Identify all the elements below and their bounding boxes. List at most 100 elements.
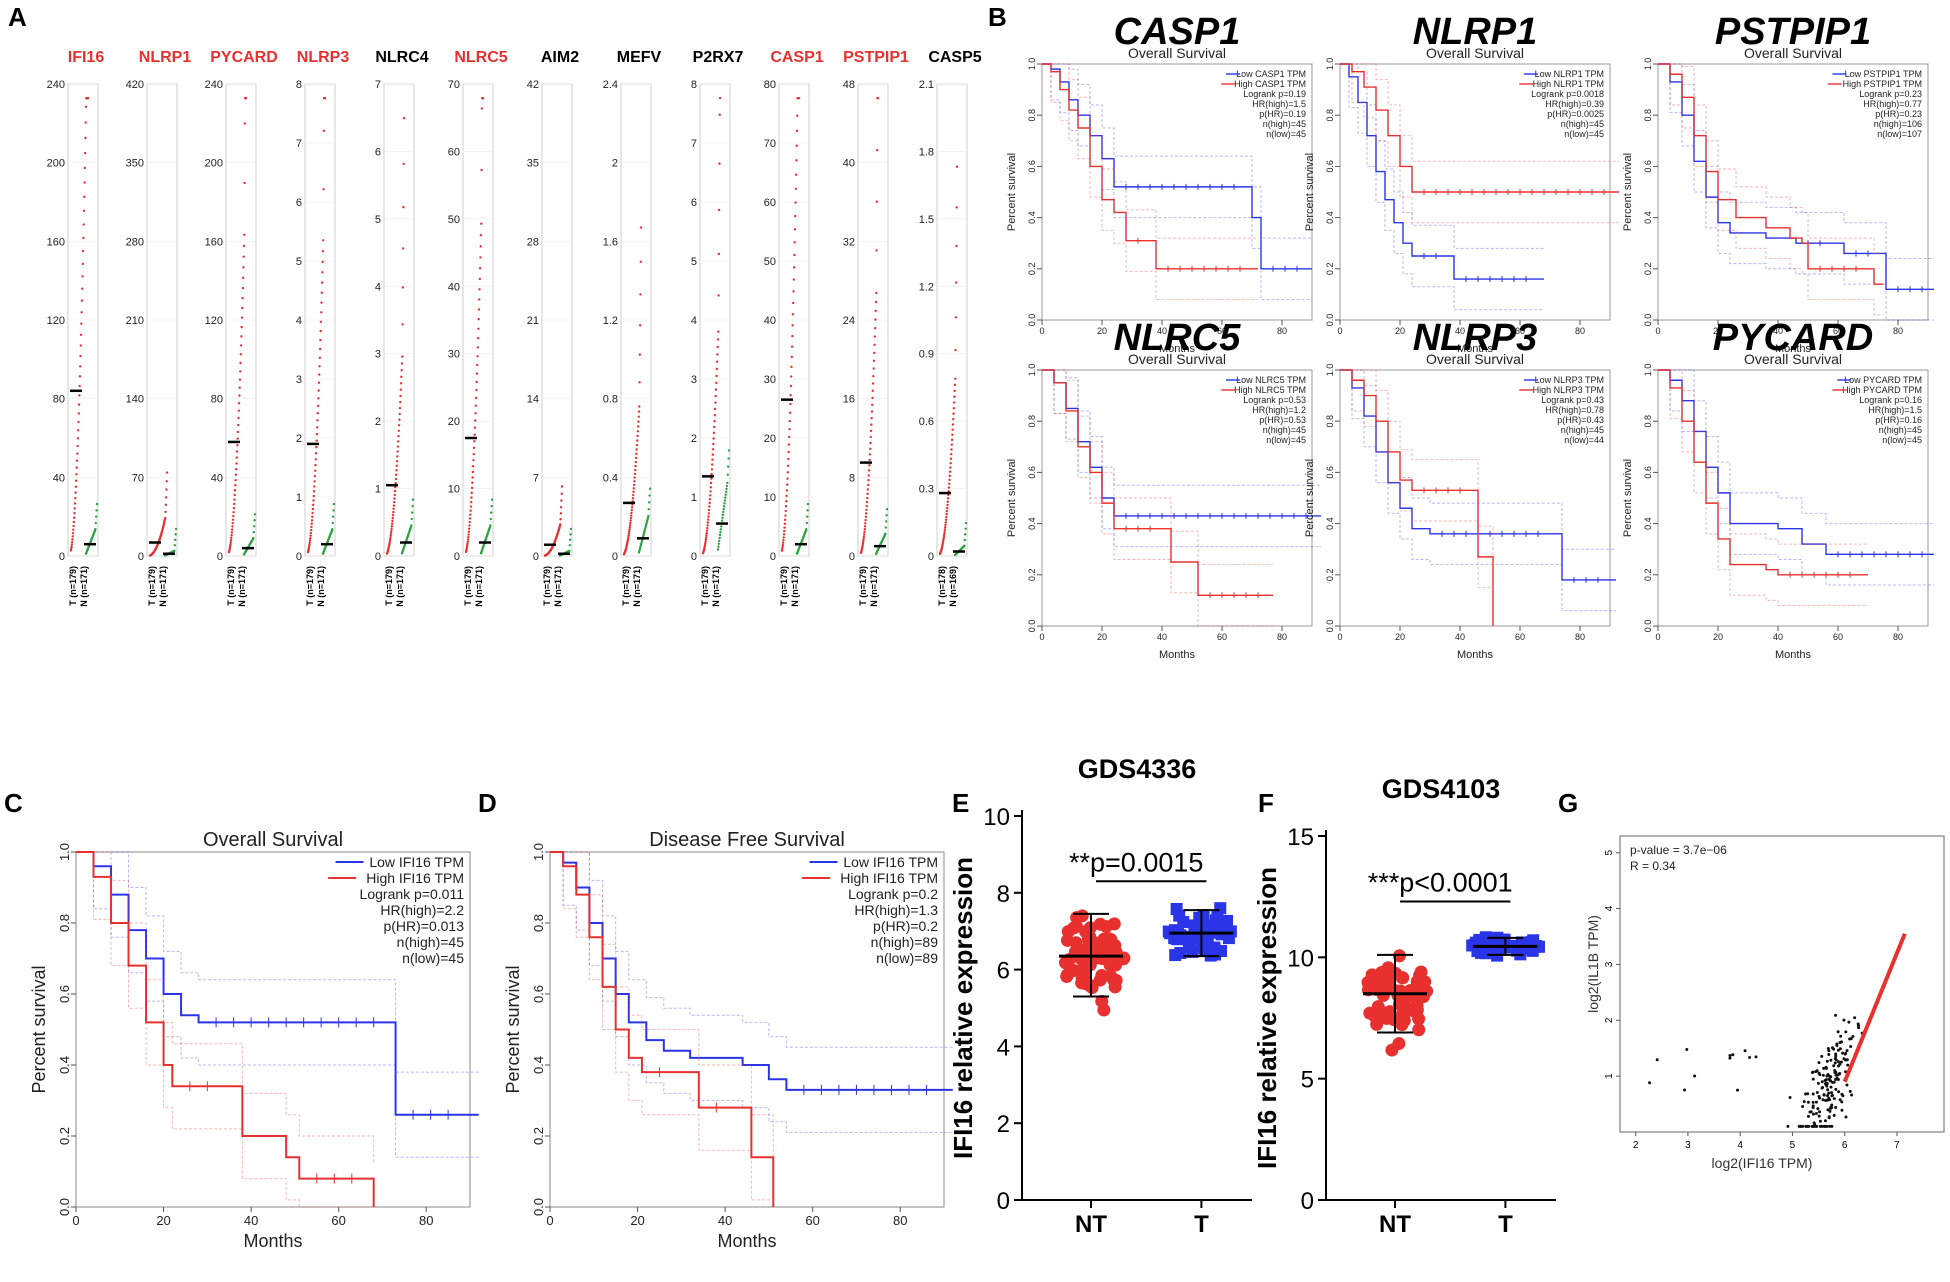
gene-heading: NLRC5 — [1114, 317, 1242, 359]
tumor-point — [636, 434, 639, 438]
tumor-point — [875, 291, 878, 295]
x-tick-label: 60 — [1833, 326, 1843, 336]
x-tick-label: 60 — [1833, 632, 1843, 642]
gene-column-pstpip1: PSTPIP1 0 8 16 24 32 40 48 T (n=179) N (n=171) — [843, 49, 909, 607]
legend-entry: Logrank p=0.53 — [1243, 395, 1306, 405]
tumor-point — [83, 181, 86, 184]
tumor-point — [314, 469, 317, 472]
y-tick-label: 0.6 — [1643, 466, 1653, 479]
tumor-point — [232, 506, 236, 510]
scatter-point — [1848, 1089, 1852, 1093]
legend-entry: HR(high)=1.5 — [1868, 405, 1922, 415]
tumor-point — [946, 506, 949, 510]
nt-point — [1379, 975, 1393, 989]
nt-point — [1095, 994, 1109, 1008]
tumor-point — [559, 512, 563, 515]
tumor-point — [868, 464, 871, 467]
scatter-point — [1829, 1079, 1833, 1083]
gene-column-mefv: MEFV 0 0.4 0.8 1.2 1.6 2 2.4 T (n=179) N (n=171) — [603, 49, 662, 607]
tumor-point — [630, 511, 633, 515]
tumor-point — [81, 249, 85, 253]
scatter-point — [1816, 1081, 1820, 1085]
ci-lower — [1658, 63, 1883, 316]
normal-sample-label: N (n=171) — [237, 566, 247, 607]
tumor-point — [865, 508, 868, 511]
tumor-point — [954, 316, 958, 319]
tumor-point — [394, 481, 397, 485]
normal-point — [252, 524, 256, 528]
plot-frame — [549, 851, 945, 1208]
nt-point — [1109, 958, 1123, 972]
tumor-point — [76, 437, 80, 440]
y-tick-label: 2 — [691, 433, 697, 445]
x-tick-label: 20 — [630, 1213, 644, 1228]
y-tick-label: 1 — [296, 492, 302, 504]
y-tick-label: 160 — [205, 236, 223, 248]
scatter-point — [1815, 1069, 1819, 1073]
legend-entry: High NLRP1 TPM — [1533, 79, 1604, 89]
tumor-point — [312, 490, 316, 493]
tumor-point — [390, 525, 394, 528]
scatter-point — [1830, 1091, 1834, 1095]
tumor-point — [717, 294, 720, 297]
tumor-point — [791, 313, 795, 316]
gene-title: PSTPIP1 — [843, 49, 909, 66]
y-tick-label: 0.0 — [1325, 620, 1335, 633]
tumor-point — [711, 458, 714, 461]
tumor-point — [635, 443, 639, 447]
tumor-point — [863, 530, 866, 534]
y-tick-label: 24 — [843, 315, 855, 327]
curve-high — [76, 851, 375, 1207]
tumor-point — [946, 500, 949, 503]
legend-entry: n(low)=45 — [402, 950, 464, 966]
curve-low — [550, 851, 953, 1091]
normal-point — [723, 502, 726, 505]
tumor-point — [785, 483, 789, 486]
tumor-point — [397, 424, 401, 427]
tumor-point — [782, 533, 786, 536]
y-tick-label: 5 — [1301, 1067, 1314, 1094]
y-tick-label: 1 — [691, 492, 697, 504]
normal-point — [490, 504, 493, 508]
tumor-point — [165, 488, 168, 491]
y-tick-label: 16 — [843, 394, 855, 406]
x-tick-label: 60 — [1217, 632, 1227, 642]
tumor-point — [635, 448, 638, 451]
tumor-point — [79, 344, 82, 347]
y-tick-label: 0.4 — [603, 472, 618, 484]
gene-heading: CASP1 — [1114, 11, 1241, 53]
tumor-point — [948, 478, 951, 482]
tumor-point — [950, 452, 953, 456]
tumor-point — [472, 459, 475, 462]
tumor-point — [237, 423, 240, 427]
tumor-point — [75, 459, 79, 462]
legend-entry: High NLRP3 TPM — [1533, 385, 1604, 395]
y-tick-label: 1.0 — [1643, 58, 1653, 71]
tumor-point — [631, 497, 635, 500]
nt-point — [1395, 1009, 1409, 1023]
x-tick-label: 40 — [1455, 326, 1465, 336]
tumor-point — [946, 497, 950, 500]
scatter-point — [1845, 1083, 1849, 1087]
legend-entry: HR(high)=0.77 — [1863, 99, 1922, 109]
y-tick-label: 0.6 — [1325, 466, 1335, 479]
normal-point — [173, 549, 176, 552]
legend-entry: Low NLRP1 TPM — [1535, 69, 1604, 79]
normal-point — [805, 528, 808, 531]
scatter-point — [1828, 1124, 1832, 1128]
normal-point — [647, 514, 650, 518]
x-tick-label: 40 — [244, 1213, 258, 1228]
normal-point — [723, 499, 727, 502]
scatter-point — [1731, 1053, 1735, 1057]
normal-point — [94, 515, 98, 518]
y-tick-label: 0.6 — [919, 416, 934, 428]
y-tick-label: 2 — [997, 1111, 1010, 1138]
x-tick-label: 60 — [1515, 632, 1525, 642]
tumor-point — [165, 471, 169, 474]
gene-column-aim2: AIM2 0 7 14 21 28 35 42 T (n=179) N (n=171) — [527, 49, 579, 607]
tumor-point — [243, 122, 247, 125]
tumor-point — [71, 538, 74, 541]
tumor-point — [315, 445, 318, 449]
